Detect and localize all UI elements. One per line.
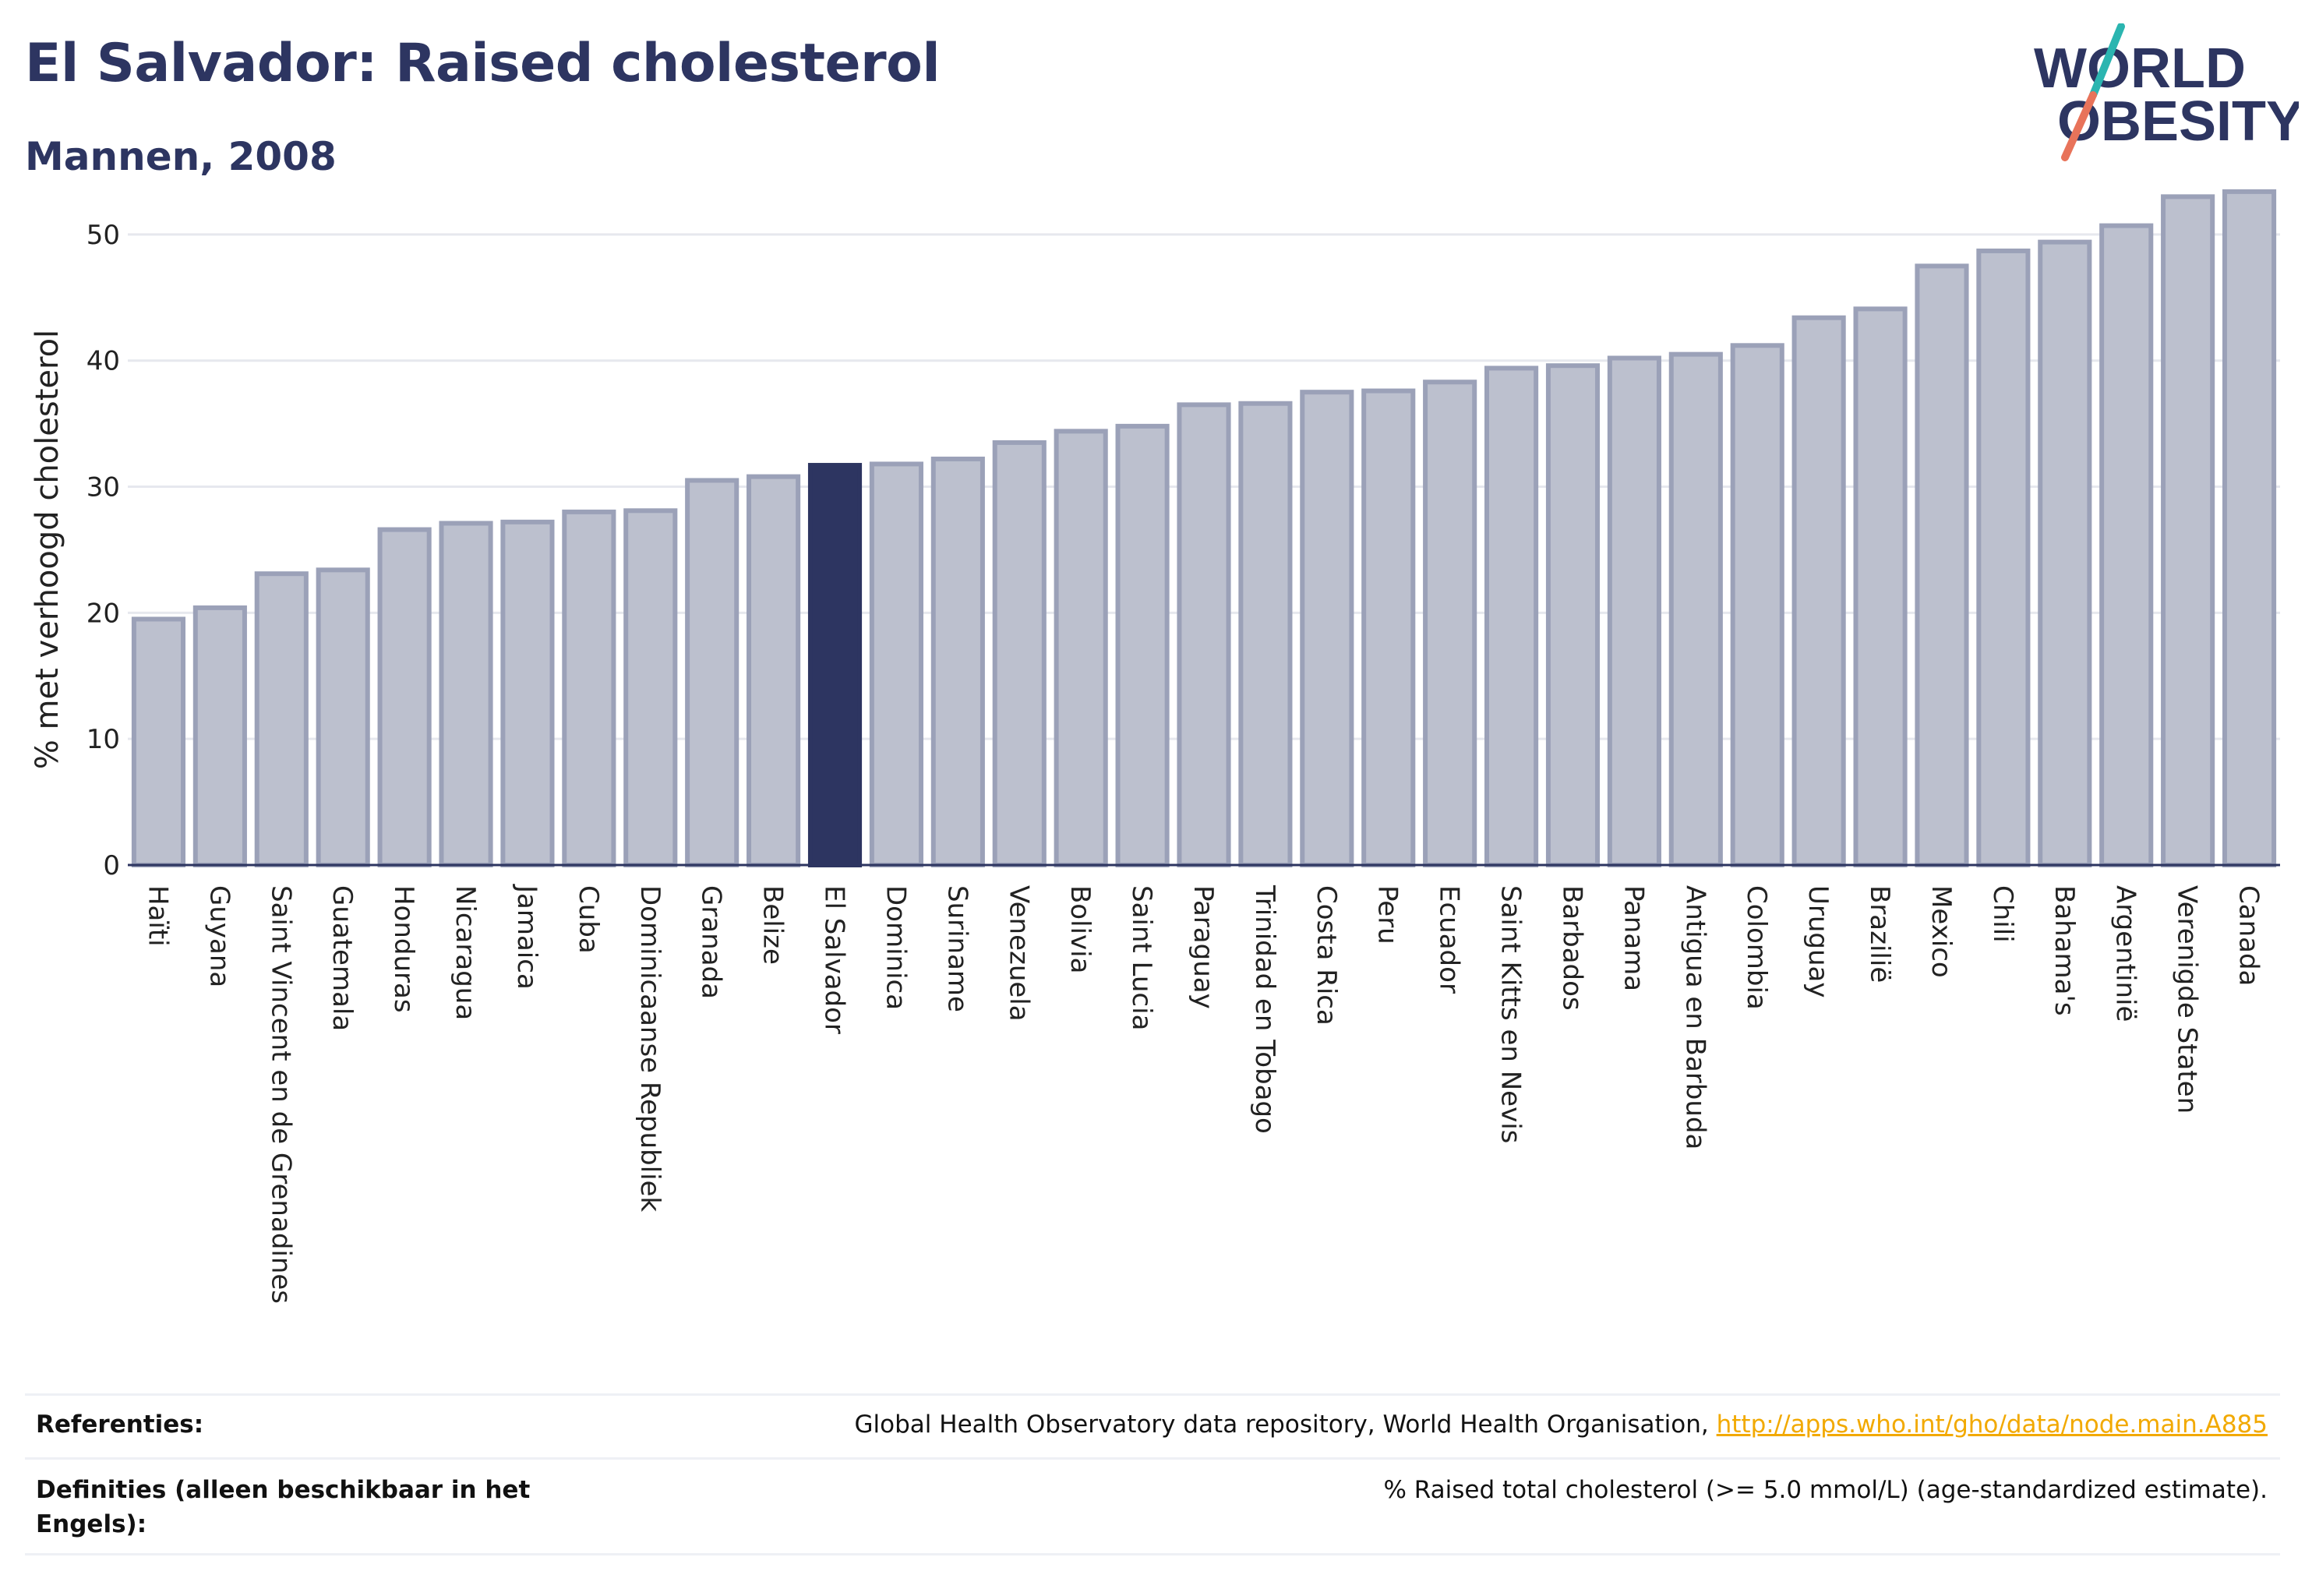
bar [1976, 248, 2031, 868]
logo-text-obesity: OBESITY [2057, 90, 2299, 153]
x-tick-label: Belize [757, 885, 789, 965]
footer-divider-top [25, 1393, 2280, 1396]
x-tick-label: Brazilië [1864, 885, 1895, 983]
bar [1607, 355, 1661, 867]
logo-slash-teal [2089, 23, 2125, 99]
references-label: Referenties: [36, 1411, 204, 1439]
bar [377, 527, 432, 868]
bar-highlighted [807, 463, 863, 867]
y-axis-label: % met verhoogd cholesterol [30, 330, 65, 769]
footer-divider-mid [25, 1457, 2280, 1460]
x-tick-label: Guyana [203, 885, 235, 987]
bar [2222, 189, 2277, 867]
x-tick-label: Bolivia [1064, 885, 1096, 973]
bar [1238, 401, 1293, 867]
y-tick-label: 40 [86, 346, 120, 377]
bar [1300, 390, 1354, 867]
bar [192, 605, 247, 868]
x-tick-label: Paraguay [1188, 885, 1219, 1009]
x-tick-label: Guatemala [327, 885, 358, 1031]
bar [439, 521, 493, 867]
y-tick-label: 20 [86, 598, 120, 629]
x-tick-label: Saint Vincent en de Grenadines [265, 885, 296, 1304]
bar [1668, 351, 1723, 867]
x-tick-label: Mexico [1926, 885, 1957, 978]
y-tick-label: 10 [86, 724, 120, 755]
x-tick-label: Trinidad en Tobago [1249, 885, 1280, 1134]
x-tick-label: Suriname [941, 885, 972, 1012]
definitions-row: Definities (alleen beschikbaar in het En… [25, 1473, 2280, 1551]
x-tick-label: Jamaica [511, 884, 542, 990]
bar [2038, 239, 2092, 868]
bar [747, 474, 801, 867]
x-tick-label: Panama [1618, 885, 1649, 991]
x-tick-label: Haïti [142, 885, 173, 947]
x-tick-label: Peru [1372, 885, 1403, 945]
references-value: Global Health Observatory data repositor… [855, 1407, 2268, 1442]
bar [623, 508, 678, 867]
x-tick-label: Granada [696, 885, 727, 999]
x-tick-label: Bahama's [2049, 885, 2080, 1016]
bar [1177, 402, 1231, 867]
definitions-value: % Raised total cholesterol (>= 5.0 mmol/… [1383, 1476, 2268, 1504]
x-tick-label: Venezuela [1003, 885, 1034, 1022]
chart-title: El Salvador: Raised cholesterol [25, 33, 941, 94]
bar [930, 456, 985, 867]
bar [1545, 363, 1601, 867]
definitions-label: Definities (alleen beschikbaar in het En… [36, 1476, 531, 1538]
bar [1361, 388, 1416, 867]
x-tick-label: Saint Lucia [1126, 885, 1157, 1030]
x-tick-label: Ecuador [1434, 885, 1465, 994]
bar [254, 571, 309, 867]
bar [316, 567, 370, 867]
logo-slash-coral [2061, 91, 2097, 161]
x-axis-labels: Haïti Guyana Saint Vincent en de Grenadine… [142, 884, 2264, 1304]
footer-divider-bottom [25, 1553, 2280, 1555]
x-tick-label: Verenigde Staten [2172, 885, 2203, 1114]
bar [1054, 429, 1108, 867]
bar [1915, 263, 1969, 867]
y-axis-ticks: 0 10 20 30 40 50 [86, 220, 120, 881]
x-tick-label: Colombia [1741, 885, 1772, 1010]
references-link[interactable]: http://apps.who.int/gho/data/node.main.A… [1716, 1411, 2268, 1439]
bar [685, 478, 740, 867]
bar [1115, 423, 1170, 867]
x-tick-label: Dominica [880, 885, 911, 1010]
x-tick-label: El Salvador [819, 885, 850, 1034]
x-tick-label: Canada [2233, 885, 2264, 986]
references-text: Global Health Observatory data repositor… [854, 1411, 1717, 1439]
bar [2099, 223, 2154, 867]
references-row: Referenties: Global Health Observatory d… [25, 1407, 2280, 1454]
logo-text-world: WORLD [2034, 37, 2246, 100]
x-tick-label: Nicaragua [450, 885, 481, 1020]
x-tick-label: Chili [1987, 885, 2018, 943]
bar [1791, 315, 1846, 867]
bars [131, 189, 2277, 868]
y-tick-label: 0 [103, 850, 120, 881]
bar [131, 616, 186, 867]
x-tick-label: Honduras [388, 885, 419, 1013]
y-tick-label: 30 [86, 472, 120, 503]
bar [1853, 306, 1908, 867]
x-tick-label: Saint Kitts en Nevis [1495, 885, 1527, 1143]
bar-chart: 0 10 20 30 40 50 Haïti Guyana Saint Vincent en … [30, 189, 2280, 1304]
x-tick-label: Barbados [1556, 885, 1587, 1011]
world-obesity-logo: WORLD OBESITY [2034, 23, 2299, 161]
bar [562, 509, 616, 868]
bar [1484, 365, 1539, 868]
bar [1730, 343, 1784, 867]
bar [2161, 194, 2215, 867]
x-tick-label: Dominicaanse Republiek [634, 885, 665, 1212]
bar [1423, 380, 1477, 867]
x-tick-label: Uruguay [1802, 885, 1834, 998]
y-tick-label: 50 [86, 220, 120, 251]
chart-subtitle: Mannen, 2008 [25, 134, 337, 179]
bar [992, 440, 1047, 867]
bar [500, 519, 555, 867]
x-tick-label: Antigua en Barbuda [1679, 885, 1710, 1149]
x-tick-label: Cuba [573, 885, 604, 954]
x-tick-label: Costa Rica [1311, 885, 1342, 1026]
bar [869, 461, 923, 867]
x-tick-label: Argentinië [2110, 885, 2141, 1022]
